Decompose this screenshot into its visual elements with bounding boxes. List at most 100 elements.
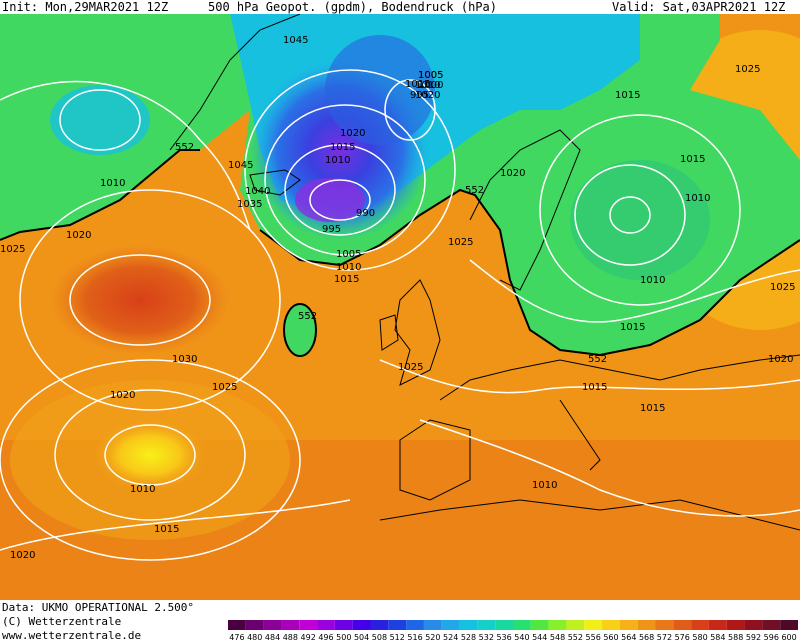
legend-swatch — [406, 620, 424, 630]
legend-swatch — [370, 620, 389, 630]
isobar-label: 1010 — [130, 484, 155, 495]
isobar-label: 1020 — [10, 550, 35, 561]
isobar-label: 1020 — [66, 230, 91, 241]
isobar-label: 1000 — [418, 80, 443, 91]
legend-swatch — [317, 620, 335, 630]
isobar-label: 1015 — [405, 79, 430, 90]
legend-value: 536 — [496, 633, 511, 642]
legend-swatch — [762, 620, 781, 630]
legend-value: 588 — [728, 633, 743, 642]
legend-value: 484 — [265, 633, 280, 642]
isobar-label: 1030 — [172, 354, 197, 365]
isobar-label: 1015 — [330, 142, 355, 153]
isobar-label: 1025 — [212, 382, 237, 393]
legend-swatch — [530, 620, 549, 630]
isobar-label: 1045 — [283, 35, 308, 46]
legend-swatch — [477, 620, 496, 630]
legend-swatch — [281, 620, 300, 630]
isobar-label: 1025 — [398, 362, 423, 373]
legend-swatch — [495, 620, 513, 630]
legend-swatch — [584, 620, 603, 630]
legend-swatch — [708, 620, 727, 630]
legend-swatch — [299, 620, 318, 630]
legend-value: 556 — [586, 633, 601, 642]
legend-value: 580 — [692, 633, 707, 642]
isobar-label: 1025 — [448, 237, 473, 248]
isobar-labels: 1045 1045 1040 1035 1005 1010 1015 1020 … — [0, 35, 795, 561]
coast-africa — [379, 499, 800, 531]
trough-core-deep — [295, 178, 365, 222]
legend-value: 544 — [532, 633, 547, 642]
isobar-label: 995 — [322, 224, 341, 235]
coast-iberia — [399, 419, 471, 501]
isobar-label: 1015 — [680, 154, 705, 165]
legend-swatch — [352, 620, 371, 630]
isobar-label: 1015 — [615, 90, 640, 101]
legend-value: 520 — [425, 633, 440, 642]
isobar-label: 1035 — [237, 199, 262, 210]
coast-italy — [559, 399, 601, 471]
isobar-label: 1005 — [418, 70, 443, 81]
legend-value: 512 — [390, 633, 405, 642]
legend-swatch — [655, 620, 674, 630]
coast-iceland — [249, 169, 301, 196]
legend-value: 576 — [675, 633, 690, 642]
legend-swatch — [388, 620, 407, 630]
contour-label: 552 — [465, 185, 484, 196]
coast-europe — [439, 354, 800, 401]
legend-value: 540 — [514, 633, 529, 642]
legend-value: 564 — [621, 633, 636, 642]
legend-value: 568 — [639, 633, 654, 642]
isobar-label: 1010 — [415, 80, 440, 91]
legend-value: 504 — [354, 633, 369, 642]
trough-core-north — [325, 35, 435, 145]
contour-552-labels: 552 552 552 552 — [175, 142, 607, 365]
isobar-label: 1020 — [768, 354, 793, 365]
map-title: 500 hPa Geopot. (gpdm), Bodendruck (hPa) — [208, 0, 497, 14]
legend-value: 508 — [372, 633, 387, 642]
coast-scandinavia — [469, 129, 581, 291]
cold-pool-east — [570, 160, 710, 280]
isobar-label: 1015 — [620, 322, 645, 333]
isobar-label: 1025 — [770, 282, 795, 293]
legend-value: 476 — [229, 633, 244, 642]
isobar-label: 1010 — [640, 275, 665, 286]
legend-value: 516 — [407, 633, 422, 642]
valid-time-label: Valid: Sat,03APR2021 12Z — [612, 0, 786, 14]
legend-value: 600 — [781, 633, 796, 642]
isobar-label: 1010 — [336, 262, 361, 273]
isobar-label: 1005 — [418, 70, 443, 81]
copyright-label: (C) Wetterzentrale — [2, 615, 122, 628]
isobar-label: 1015 — [334, 274, 359, 285]
legend-swatch — [459, 620, 478, 630]
contour-label: 552 — [298, 311, 317, 322]
legend-swatch — [513, 620, 531, 630]
isobar-label: 1045 — [228, 160, 253, 171]
warm-core-atlantic — [50, 245, 230, 355]
isobar-label: 1020 — [500, 168, 525, 179]
isobar-label: 1040 — [245, 186, 270, 197]
legend-swatch — [566, 620, 585, 630]
legend-swatch — [673, 620, 692, 630]
isobar-label: 1010 — [100, 178, 125, 189]
legend-value: 488 — [283, 633, 298, 642]
legend-swatch — [548, 620, 567, 630]
isobar-label: 1020 — [110, 390, 135, 401]
legend-swatch — [245, 620, 264, 630]
forecast-map: 1045 1045 1040 1035 1005 1010 1015 1020 … — [0, 14, 800, 600]
legend-swatch — [441, 620, 460, 630]
legend-value: 548 — [550, 633, 565, 642]
legend-value: 572 — [657, 633, 672, 642]
legend-value: 524 — [443, 633, 458, 642]
legend-value: 528 — [461, 633, 476, 642]
data-source-label: Data: UKMO OPERATIONAL 2.500° — [2, 601, 195, 614]
isobar-label: 1010 — [685, 193, 710, 204]
legend-swatch — [726, 620, 745, 630]
trough-core-west — [50, 85, 150, 155]
legend-value: 560 — [603, 633, 618, 642]
coastlines — [169, 14, 800, 531]
legend-value: 480 — [247, 633, 262, 642]
legend-value: 532 — [479, 633, 494, 642]
legend-swatch — [423, 620, 442, 630]
